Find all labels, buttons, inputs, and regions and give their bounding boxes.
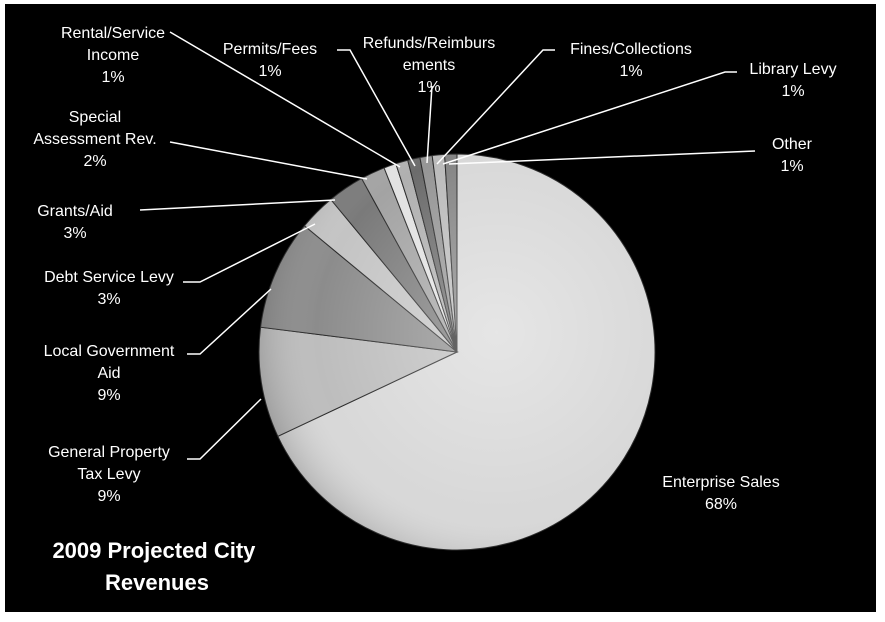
slice-label-line: Aid xyxy=(97,365,120,382)
leader-line xyxy=(448,150,756,165)
slice-percent: 2% xyxy=(83,153,106,170)
slice-label-line: Grants/Aid xyxy=(37,203,113,220)
slice-label: Permits/Fees 1% xyxy=(223,41,317,80)
slice-label: Library Levy 1% xyxy=(749,61,836,100)
slice-label: Local Government Aid 9% xyxy=(44,343,175,404)
chart-title-line-1: 2009 Projected City xyxy=(52,538,256,563)
slice-label: Debt Service Levy 3% xyxy=(44,269,174,308)
slice-label: Rental/Service Income 1% xyxy=(61,25,165,86)
leader-line xyxy=(139,199,336,211)
slice-label-line: Tax Levy xyxy=(77,466,140,483)
slice-labels: Enterprise Sales 68% General Property Tax L… xyxy=(33,25,836,513)
leader-line xyxy=(169,141,368,180)
leader-line xyxy=(187,288,272,355)
slice-label-line: Refunds/Reimburs xyxy=(363,35,496,52)
slice-label-line: Fines/Collections xyxy=(570,41,692,58)
slice-label: Refunds/Reimburs ements 1% xyxy=(363,35,496,96)
slice-percent: 1% xyxy=(619,63,642,80)
slice-label: Enterprise Sales 68% xyxy=(662,474,779,513)
slice-percent: 9% xyxy=(97,387,120,404)
chart-title: 2009 Projected City Revenues xyxy=(52,538,261,595)
slice-percent: 1% xyxy=(417,79,440,96)
slice-label-line: Income xyxy=(87,47,140,64)
leader-line xyxy=(169,31,401,168)
slice-percent: 1% xyxy=(781,83,804,100)
slice-percent: 3% xyxy=(97,291,120,308)
plot-area: Enterprise Sales 68% General Property Tax L… xyxy=(5,4,876,612)
slice-label-line: Special xyxy=(69,109,121,126)
slice-label-line: Permits/Fees xyxy=(223,41,317,58)
slice-label-line: Enterprise Sales xyxy=(662,474,779,491)
slice-label-line: Rental/Service xyxy=(61,25,165,42)
slice-label: Fines/Collections 1% xyxy=(570,41,692,80)
pie-shading xyxy=(259,154,655,550)
slice-label-line: Library Levy xyxy=(749,61,836,78)
leader-line xyxy=(442,71,737,165)
pie-slices xyxy=(258,153,656,551)
slice-label: Special Assessment Rev. 2% xyxy=(33,109,156,170)
slice-label: Grants/Aid 3% xyxy=(37,203,113,242)
slice-label-line: Local Government xyxy=(44,343,175,360)
pie-chart: Enterprise Sales 68% General Property Tax L… xyxy=(33,25,836,595)
leader-line xyxy=(183,223,316,283)
slice-percent: 1% xyxy=(780,158,803,175)
leader-line xyxy=(187,398,262,460)
slice-label: Other 1% xyxy=(772,136,813,175)
slice-percent: 1% xyxy=(101,69,124,86)
slice-label-line: Other xyxy=(772,136,813,153)
slice-percent: 3% xyxy=(63,225,86,242)
chart-title-line-2: Revenues xyxy=(105,570,209,595)
slice-percent: 68% xyxy=(705,496,737,513)
slice-percent: 9% xyxy=(97,488,120,505)
leader-lines xyxy=(139,31,756,460)
slice-label-line: ements xyxy=(403,57,455,74)
leader-line xyxy=(436,49,555,165)
slice-label-line: General Property xyxy=(48,444,170,461)
slice-percent: 1% xyxy=(258,63,281,80)
slice-label-line: Assessment Rev. xyxy=(33,131,156,148)
slice-label: General Property Tax Levy 9% xyxy=(48,444,170,505)
leader-line xyxy=(426,85,433,164)
slice-label-line: Debt Service Levy xyxy=(44,269,174,286)
leader-line xyxy=(337,49,416,167)
